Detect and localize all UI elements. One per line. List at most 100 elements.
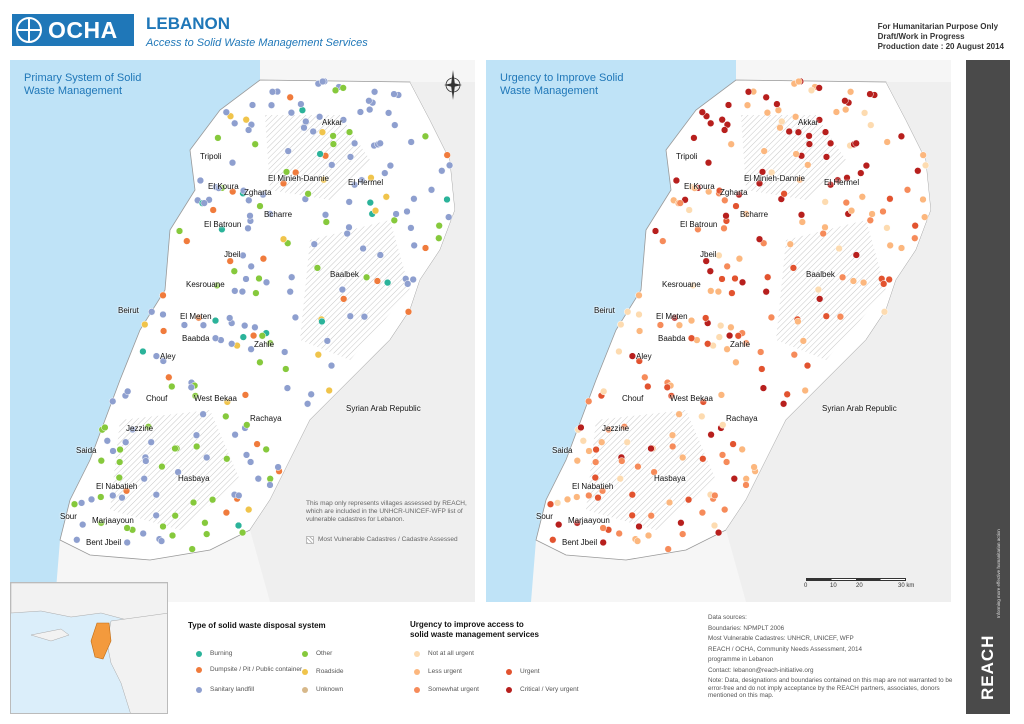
village-dot: [628, 491, 636, 499]
legend-item-not-urgent: Not at all urgent: [414, 650, 474, 657]
village-dot: [731, 274, 739, 283]
village-dot: [168, 382, 176, 391]
village-dot: [919, 195, 927, 204]
village-dot: [694, 225, 702, 233]
legend-item-somewhat-urgent: Somewhat urgent: [414, 686, 479, 693]
village-dot: [222, 108, 230, 116]
village-dot: [325, 386, 333, 395]
village-dot: [445, 161, 454, 169]
village-dot: [443, 195, 451, 204]
village-dots-type: [70, 77, 454, 553]
village-dot: [615, 529, 623, 538]
sources-line3: REACH / OCHA, Community Needs Assessment…: [708, 645, 862, 653]
village-dot: [732, 202, 740, 210]
village-dot: [838, 273, 847, 281]
village-dot: [677, 519, 685, 527]
village-dot: [421, 132, 430, 140]
village-dot: [774, 106, 783, 114]
legend-urgency-title-line1: Urgency to improve access to: [410, 620, 524, 629]
syria-area: [250, 82, 475, 602]
village-dot: [764, 273, 772, 281]
village-dot: [585, 491, 593, 500]
legend-label: Not at all urgent: [428, 650, 474, 657]
village-dot: [323, 337, 331, 345]
village-dot: [79, 520, 87, 529]
village-dot: [794, 128, 803, 136]
village-dot: [171, 444, 179, 453]
village-dot: [675, 321, 684, 329]
village-dot: [852, 251, 860, 259]
village-dot: [715, 187, 724, 195]
village-dot: [635, 291, 643, 299]
village-dot: [715, 333, 723, 341]
village-dot: [196, 176, 205, 185]
village-dot: [755, 179, 764, 188]
village-dot: [211, 316, 220, 325]
village-dot: [553, 499, 562, 507]
reach-sidebar: [966, 60, 1010, 714]
village-dot: [919, 151, 927, 159]
map-primary-system[interactable]: Primary System of Solid Waste Management…: [10, 60, 475, 602]
village-dot: [705, 187, 713, 196]
village-dot: [213, 281, 221, 290]
village-dot: [727, 140, 735, 148]
village-dot: [124, 387, 132, 396]
city-label: Baalbek: [330, 270, 359, 279]
city-label: Jbeil: [700, 250, 717, 259]
village-dot: [340, 295, 348, 303]
legend-label: Unknown: [316, 686, 344, 693]
scale-tick: 0: [804, 583, 808, 589]
city-label: Sour: [536, 512, 553, 521]
village-dot: [714, 287, 723, 296]
map-right-canvas: [486, 60, 951, 602]
map-urgency[interactable]: Urgency to Improve Solid Waste Managemen…: [486, 60, 951, 602]
village-dot: [346, 312, 354, 320]
village-dot: [148, 308, 156, 316]
village-dot: [883, 138, 891, 146]
village-dot: [768, 168, 776, 177]
village-dot: [616, 475, 624, 483]
village-dot: [635, 310, 643, 319]
village-dot: [598, 438, 606, 446]
village-dot: [404, 280, 412, 288]
city-label: Aley: [636, 352, 652, 361]
reach-tagline: Informing more effective humanitarian ac…: [996, 529, 1001, 618]
village-dot: [821, 223, 829, 231]
village-dot: [911, 222, 919, 230]
city-label: El Batroun: [680, 220, 718, 229]
village-dot: [165, 373, 173, 381]
roadside-dot-icon: [302, 668, 308, 675]
city-label: Rachaya: [250, 414, 282, 423]
city-label: El Meten: [180, 312, 212, 321]
ocha-logo: OCHA: [12, 14, 134, 46]
village-dot: [634, 462, 642, 471]
village-dot: [743, 101, 752, 109]
village-dot: [822, 153, 831, 161]
village-dot: [392, 210, 400, 218]
village-dot: [243, 421, 251, 429]
legend-item-landfill: Sanitary landfill: [196, 686, 254, 693]
village-dot: [722, 458, 731, 466]
village-dot: [253, 440, 261, 448]
village-dot: [286, 93, 294, 101]
village-dot: [728, 289, 736, 297]
village-dot: [615, 347, 623, 356]
village-dot: [282, 168, 291, 176]
village-dot: [720, 126, 729, 134]
village-dot: [690, 134, 698, 142]
village-dot: [763, 109, 772, 117]
village-dot: [183, 237, 191, 245]
legend-item-urgent: Urgent: [506, 668, 540, 675]
hatch-label: Most Vulnerable Cadastres / Cadastre Ass…: [318, 536, 458, 543]
map-title: LEBANON: [146, 14, 231, 33]
legend-label: Somewhat urgent: [428, 686, 479, 693]
city-label: Marjaayoun: [92, 516, 134, 525]
scale-tick: 10: [830, 583, 837, 589]
village-dot: [832, 108, 841, 116]
village-dot: [721, 196, 729, 204]
village-dot: [259, 255, 268, 263]
legend-label: Urgent: [520, 668, 540, 675]
village-dot: [241, 321, 249, 330]
syria-area: [726, 82, 951, 602]
village-dot: [152, 511, 160, 520]
